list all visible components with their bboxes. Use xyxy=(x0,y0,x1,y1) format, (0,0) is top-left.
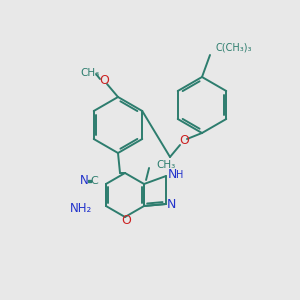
Text: H: H xyxy=(176,170,184,180)
Text: O: O xyxy=(99,74,109,88)
Text: N: N xyxy=(167,197,176,211)
Text: C(CH₃)₃: C(CH₃)₃ xyxy=(216,42,253,52)
Text: N: N xyxy=(167,169,177,182)
Text: O: O xyxy=(179,134,189,148)
Text: CH₃: CH₃ xyxy=(156,160,175,170)
Text: N: N xyxy=(80,173,88,187)
Text: CH₃: CH₃ xyxy=(80,68,100,78)
Text: C: C xyxy=(90,176,98,186)
Text: O: O xyxy=(121,214,131,227)
Text: NH₂: NH₂ xyxy=(70,202,92,214)
